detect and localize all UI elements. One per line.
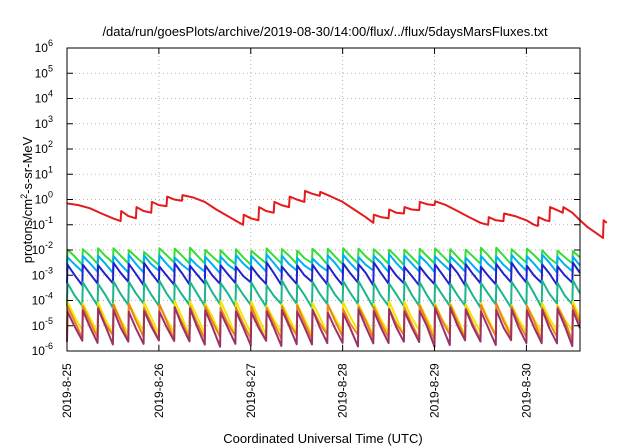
y-tick-label: 10-2 bbox=[32, 240, 53, 257]
y-tick-base: 10 bbox=[35, 167, 49, 181]
y-tick-exponent: 2 bbox=[48, 139, 53, 149]
y-tick-base: 10 bbox=[35, 117, 49, 131]
y-tick-base: 10 bbox=[35, 193, 49, 207]
y-tick-base: 10 bbox=[32, 218, 46, 232]
y-tick-exponent: 4 bbox=[48, 89, 53, 99]
series-line bbox=[66, 261, 581, 287]
y-tick-label: 105 bbox=[35, 63, 53, 80]
y-tick-label: 102 bbox=[35, 139, 53, 156]
y-tick-base: 10 bbox=[32, 268, 46, 282]
y-tick-exponent: -4 bbox=[45, 291, 53, 301]
y-tick-base: 10 bbox=[35, 41, 49, 55]
y-tick-label: 103 bbox=[35, 114, 53, 131]
y-tick-base: 10 bbox=[32, 294, 46, 308]
y-tick-label: 101 bbox=[35, 164, 53, 181]
y-tick-exponent: 0 bbox=[48, 190, 53, 200]
y-tick-exponent: -3 bbox=[45, 265, 53, 275]
x-axis-label: Coordinated Universal Time (UTC) bbox=[223, 431, 422, 446]
series-line bbox=[66, 278, 581, 309]
x-tick-label: 2019-8-29 bbox=[428, 363, 442, 418]
y-tick-label: 10-1 bbox=[32, 215, 53, 232]
x-tick-label: 2019-8-30 bbox=[519, 363, 533, 418]
series-line bbox=[66, 306, 581, 348]
y-tick-label: 10-4 bbox=[32, 291, 53, 308]
x-tick-label: 2019-8-26 bbox=[152, 363, 166, 418]
y-tick-exponent: 6 bbox=[48, 38, 53, 48]
y-tick-exponent: 3 bbox=[48, 114, 53, 124]
y-axis-label-sup: 2 bbox=[19, 194, 29, 199]
y-axis-ticks: 10610510410310210110010-110-210-310-410-… bbox=[32, 38, 580, 358]
y-tick-label: 100 bbox=[35, 190, 53, 207]
y-tick-label: 10-6 bbox=[32, 341, 53, 358]
y-tick-label: 10-5 bbox=[32, 316, 53, 333]
x-axis-ticks: 2019-8-25 2019-8-26 2019-8-27 2019-8-28 2019… bbox=[60, 48, 533, 418]
y-tick-base: 10 bbox=[32, 319, 46, 333]
series-group bbox=[66, 189, 608, 348]
x-tick-label: 2019-8-28 bbox=[336, 363, 350, 418]
y-tick-exponent: 5 bbox=[48, 63, 53, 73]
y-tick-base: 10 bbox=[35, 92, 49, 106]
y-tick-exponent: -1 bbox=[45, 215, 53, 225]
series-line bbox=[66, 189, 608, 239]
y-axis-label-main: protons/cm bbox=[20, 199, 35, 263]
y-tick-label: 106 bbox=[35, 38, 53, 55]
x-tick-label: 2019-8-27 bbox=[244, 363, 258, 418]
y-tick-base: 10 bbox=[32, 344, 46, 358]
y-tick-label: 10-3 bbox=[32, 265, 53, 282]
y-axis-label-rest: -s-sr-MeV bbox=[20, 136, 35, 193]
y-tick-base: 10 bbox=[32, 243, 46, 257]
y-tick-exponent: -5 bbox=[45, 316, 53, 326]
y-tick-base: 10 bbox=[35, 66, 49, 80]
x-tick-label: 2019-8-25 bbox=[60, 363, 74, 418]
y-tick-exponent: 1 bbox=[48, 164, 53, 174]
y-tick-exponent: -6 bbox=[45, 341, 53, 351]
y-tick-label: 104 bbox=[35, 89, 53, 106]
y-axis-label: protons/cm2-s-sr-MeV bbox=[19, 136, 35, 263]
chart-title: /data/run/goesPlots/archive/2019-08-30/1… bbox=[102, 24, 548, 39]
y-tick-exponent: -2 bbox=[45, 240, 53, 250]
y-tick-base: 10 bbox=[35, 142, 49, 156]
